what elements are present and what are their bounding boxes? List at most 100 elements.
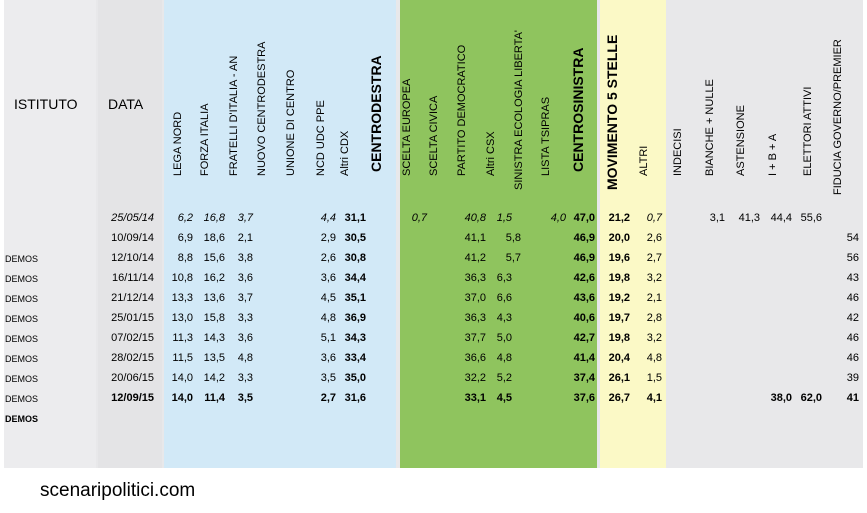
cell-fi: 11,4 [204, 392, 225, 404]
cell-lega: 13,3 [171, 292, 193, 304]
row-istituto: DEMOS [5, 394, 39, 404]
cell-cdx: 31,1 [344, 212, 366, 224]
m5s-band [600, 0, 666, 468]
cell-cdx: 36,9 [344, 312, 366, 324]
cell-csx: 41,4 [573, 352, 595, 364]
cell-ncdudcppe: 2,9 [320, 232, 336, 244]
cell-fiducia: 43 [846, 272, 859, 284]
cell-lega: 6,9 [177, 232, 193, 244]
row-date: 07/02/15 [111, 332, 154, 344]
cell-bianche: 3,1 [709, 212, 725, 224]
cell-altricsx: 6,6 [496, 292, 512, 304]
row-date: 10/09/14 [111, 232, 154, 244]
data-column-band [98, 0, 162, 468]
cell-altri: 3,2 [646, 332, 662, 344]
col-header-fdi: FRATELLI D'ITALIA - AN [228, 55, 240, 176]
cell-fi: 13,5 [203, 352, 225, 364]
cell-cdx: 34,4 [344, 272, 366, 284]
cell-fi: 15,8 [203, 312, 225, 324]
col-header-se: SCELTA EUROPEA [401, 78, 413, 176]
col-header-astensione: ASTENSIONE [735, 105, 747, 176]
cell-altri: 2,7 [646, 252, 662, 264]
row-istituto: DEMOS [5, 374, 39, 384]
cell-csx: 40,6 [573, 312, 595, 324]
cell-pd: 40,8 [464, 212, 486, 224]
col-header-elettori: ELETTORI ATTIVI [802, 86, 814, 176]
cell-pd: 36,6 [464, 352, 486, 364]
cell-fiducia: 41 [846, 392, 859, 404]
cell-csx: 42,7 [573, 332, 595, 344]
cell-pd: 37,7 [464, 332, 486, 344]
cell-lega: 11,3 [172, 332, 193, 344]
cell-altri: 4,1 [646, 392, 662, 404]
row-date: 20/06/15 [111, 372, 154, 384]
cell-cdx: 35,1 [344, 292, 366, 304]
cell-elettori: 62,0 [800, 392, 822, 404]
cell-fdi: 3,8 [237, 252, 253, 264]
col-header-m5s: MOVIMENTO 5 STELLE [604, 34, 620, 190]
cell-lega: 14,0 [171, 372, 193, 384]
cell-fiducia: 46 [846, 292, 859, 304]
cell-pd: 36,3 [464, 272, 486, 284]
cell-altricsx: 4,8 [496, 352, 512, 364]
cell-fi: 14,2 [203, 372, 225, 384]
cell-m5s: 19,7 [608, 312, 630, 324]
cell-lega: 11,5 [172, 352, 193, 364]
cell-csx: 46,9 [573, 232, 595, 244]
cell-fdi: 3,6 [237, 332, 253, 344]
cell-fiducia: 46 [846, 352, 859, 364]
cell-altricsx: 4,5 [496, 392, 512, 404]
cell-fdi: 3,7 [237, 212, 253, 224]
cell-m5s: 20,4 [608, 352, 630, 364]
row-date: 12/10/14 [111, 252, 154, 264]
col-header-sel: SINISTRA ECOLOGIA LIBERTA' [513, 29, 525, 190]
cell-fdi: 4,8 [237, 352, 253, 364]
cell-m5s: 21,2 [608, 212, 630, 224]
istituto-header: ISTITUTO [14, 96, 78, 112]
cell-altri: 4,8 [646, 352, 662, 364]
cell-fi: 13,6 [203, 292, 225, 304]
cell-fdi: 3,3 [237, 372, 253, 384]
col-header-cdx: CENTRODESTRA [368, 55, 384, 172]
cell-m5s: 26,7 [608, 392, 630, 404]
col-header-bianche: BIANCHE + NULLE [704, 79, 716, 176]
row-date: 16/11/14 [111, 272, 154, 284]
cell-pd: 41,2 [464, 252, 486, 264]
col-header-altri: ALTRI [638, 145, 650, 176]
cell-sel: 5,7 [505, 252, 521, 264]
cell-tsipras: 4,0 [550, 212, 566, 224]
cell-csx: 37,4 [573, 372, 595, 384]
centrosinistra-band [400, 0, 597, 468]
cell-ncdudcppe: 2,6 [320, 252, 336, 264]
cell-se: 0,7 [411, 212, 427, 224]
row-istituto: DEMOS [5, 274, 39, 284]
cell-lega: 6,2 [177, 212, 193, 224]
col-header-ncd_nuovo: NUOVO CENTRODESTRA [256, 41, 268, 176]
cell-elettori: 55,6 [800, 212, 822, 224]
cell-cdx: 35,0 [344, 372, 366, 384]
row-date: 25/05/14 [111, 212, 154, 224]
cell-altri: 2,1 [646, 292, 662, 304]
col-header-csx: CENTROSINISTRA [570, 47, 586, 172]
cell-altricsx: 1,5 [496, 212, 512, 224]
col-header-udc: UNIONE DI CENTRO [285, 69, 297, 176]
cell-sel: 5,8 [505, 232, 521, 244]
cell-pd: 32,2 [464, 372, 486, 384]
cell-altricsx: 5,0 [496, 332, 512, 344]
col-header-fiducia: FIDUCIA GOVERNO/PREMIER [832, 39, 844, 195]
cell-lega: 10,8 [171, 272, 193, 284]
col-header-indecisi: INDECISI [672, 128, 684, 176]
cell-ncdudcppe: 4,5 [320, 292, 336, 304]
cell-m5s: 19,2 [608, 292, 630, 304]
cell-csx: 46,9 [573, 252, 595, 264]
cell-m5s: 26,1 [608, 372, 630, 384]
cell-lega: 14,0 [171, 392, 193, 404]
cell-altri: 3,2 [646, 272, 662, 284]
cell-ncdudcppe: 2,7 [320, 392, 336, 404]
row-date: 12/09/15 [111, 392, 154, 404]
cell-pd: 37,0 [464, 292, 486, 304]
istituto-column-band [4, 0, 96, 468]
cell-altricsx: 6,3 [496, 272, 512, 284]
cell-altricsx: 4,3 [496, 312, 512, 324]
